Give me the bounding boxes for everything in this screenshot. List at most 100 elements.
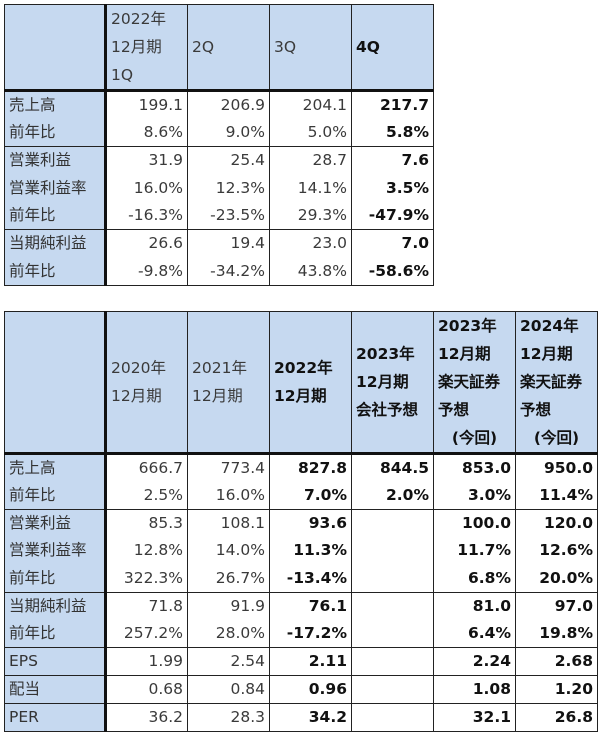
value-cell: 7.0 <box>351 229 434 258</box>
table-row: PER 36.2 28.3 34.2 32.1 26.8 <box>4 702 598 732</box>
value-cell: -58.6% <box>351 257 434 286</box>
value-cell: 3.5% <box>351 174 434 203</box>
row-label: 前年比 <box>4 257 107 286</box>
column-header-line: 12月期 <box>192 387 243 405</box>
table-row: 前年比 8.6% 9.0% 5.0% 5.8% <box>4 119 434 148</box>
column-header-line: 2021年 <box>192 359 247 377</box>
value-cell: 14.0% <box>187 537 270 565</box>
value-cell: 91.9 <box>187 591 270 620</box>
row-label: PER <box>4 702 107 732</box>
value-cell: 6.4% <box>433 619 516 648</box>
value-cell: 11.3% <box>269 537 352 565</box>
value-cell: 32.1 <box>433 702 516 732</box>
column-header-line: (今回) <box>533 429 580 447</box>
column-header: 2024年 12月期 楽天証券 予想 (今回) <box>515 311 598 455</box>
value-cell: 26.8 <box>515 702 598 732</box>
value-cell <box>351 619 434 648</box>
value-cell: 322.3% <box>105 564 188 593</box>
value-cell: 36.2 <box>105 702 188 732</box>
row-label: 前年比 <box>4 202 107 231</box>
value-cell <box>351 537 434 565</box>
table-row: 売上高 666.7 773.4 827.8 844.5 853.0 950.0 <box>4 453 598 482</box>
value-cell: 2.24 <box>433 646 516 676</box>
table-row: 前年比 322.3% 26.7% -13.4% 6.8% 20.0% <box>4 564 598 593</box>
value-cell: 0.96 <box>269 674 352 704</box>
column-header-line: 楽天証券 <box>438 373 501 391</box>
value-cell <box>351 509 434 537</box>
row-group: 売上高 666.7 773.4 827.8 844.5 853.0 950.0 前年比 2.5%… <box>4 453 598 510</box>
row-label: 前年比 <box>4 564 107 593</box>
value-cell: -13.4% <box>269 564 352 593</box>
value-cell: -23.5% <box>187 202 270 231</box>
row-label: 営業利益 <box>4 509 107 537</box>
row-group: EPS 1.99 2.54 2.11 2.24 2.68 <box>4 646 598 676</box>
header-row: 2020年 12月期 2021年 12月期 2022年 12月期 2023年 12月期 会社予想… <box>4 311 598 455</box>
value-cell: 7.0% <box>269 482 352 510</box>
value-cell: 19.4 <box>187 229 270 258</box>
value-cell: 31.9 <box>105 146 188 175</box>
table-row: 売上高 199.1 206.9 204.1 217.7 <box>4 90 434 119</box>
column-header-line: 1Q <box>111 66 134 84</box>
corner-header-cell <box>4 4 107 92</box>
column-header-line: 12月期 <box>438 345 491 363</box>
row-label: 営業利益率 <box>4 537 107 565</box>
row-label: 当期純利益 <box>4 591 107 620</box>
column-header: 2020年 12月期 <box>105 311 188 455</box>
corner-header-cell <box>4 311 107 455</box>
table-row: 配当 0.68 0.84 0.96 1.08 1.20 <box>4 674 598 704</box>
row-label: 配当 <box>4 674 107 704</box>
quarterly-results-table: 2022年 12月期 1Q 2Q 3Q 4Q 売上高 199.1 206.9 204.1 217.7… <box>4 4 434 286</box>
value-cell: 2.0% <box>351 482 434 510</box>
column-header: 2Q <box>187 4 270 92</box>
value-cell: 2.11 <box>269 646 352 676</box>
value-cell: 11.7% <box>433 537 516 565</box>
value-cell: 16.0% <box>105 174 188 203</box>
column-header-line: 12月期 <box>520 345 573 363</box>
value-cell: -16.3% <box>105 202 188 231</box>
value-cell: 108.1 <box>187 509 270 537</box>
table-row: 営業利益率 12.8% 14.0% 11.3% 11.7% 12.6% <box>4 537 598 565</box>
value-cell: 12.6% <box>515 537 598 565</box>
column-header-line: 3Q <box>274 38 297 56</box>
value-cell: 1.20 <box>515 674 598 704</box>
value-cell: 12.3% <box>187 174 270 203</box>
value-cell: 199.1 <box>105 90 188 119</box>
row-group: 当期純利益 26.6 19.4 23.0 7.0 前年比 -9.8% -34.2% 43.8% -… <box>4 229 434 286</box>
row-group: 営業利益 85.3 108.1 93.6 100.0 120.0 営業利益率 12.8% 14.… <box>4 509 598 593</box>
value-cell: 2.68 <box>515 646 598 676</box>
value-cell: 120.0 <box>515 509 598 537</box>
row-label: EPS <box>4 646 107 676</box>
row-label: 売上高 <box>4 90 107 119</box>
value-cell: 23.0 <box>269 229 352 258</box>
value-cell: 93.6 <box>269 509 352 537</box>
value-cell: 6.8% <box>433 564 516 593</box>
row-group: 当期純利益 71.8 91.9 76.1 81.0 97.0 前年比 257.2% 28.0% -… <box>4 591 598 648</box>
value-cell: 0.68 <box>105 674 188 704</box>
value-cell: 0.84 <box>187 674 270 704</box>
row-group: PER 36.2 28.3 34.2 32.1 26.8 <box>4 702 598 732</box>
row-label: 売上高 <box>4 453 107 482</box>
value-cell: 773.4 <box>187 453 270 482</box>
column-header-line: 2020年 <box>111 359 166 377</box>
value-cell <box>351 591 434 620</box>
value-cell: 28.0% <box>187 619 270 648</box>
row-group: 売上高 199.1 206.9 204.1 217.7 前年比 8.6% 9.0% 5.0% 5.… <box>4 90 434 148</box>
value-cell: 34.2 <box>269 702 352 732</box>
column-header: 4Q <box>351 4 434 92</box>
annual-results-forecast-table: 2020年 12月期 2021年 12月期 2022年 12月期 2023年 12月期 会社予想… <box>4 311 598 732</box>
column-header-line: 予想 <box>520 401 552 419</box>
column-header-line: 2023年 <box>438 317 497 335</box>
value-cell: 8.6% <box>105 119 188 148</box>
value-cell: 1.99 <box>105 646 188 676</box>
column-header-line: 12月期 <box>111 387 162 405</box>
column-header-line: 予想 <box>438 401 470 419</box>
row-label: 前年比 <box>4 619 107 648</box>
table-row: 営業利益 85.3 108.1 93.6 100.0 120.0 <box>4 509 598 537</box>
value-cell: 5.0% <box>269 119 352 148</box>
value-cell <box>351 564 434 593</box>
value-cell: 97.0 <box>515 591 598 620</box>
column-header-line: 楽天証券 <box>520 373 583 391</box>
column-header: 2022年 12月期 1Q <box>105 4 188 92</box>
value-cell: 12.8% <box>105 537 188 565</box>
table-row: 前年比 -16.3% -23.5% 29.3% -47.9% <box>4 202 434 231</box>
